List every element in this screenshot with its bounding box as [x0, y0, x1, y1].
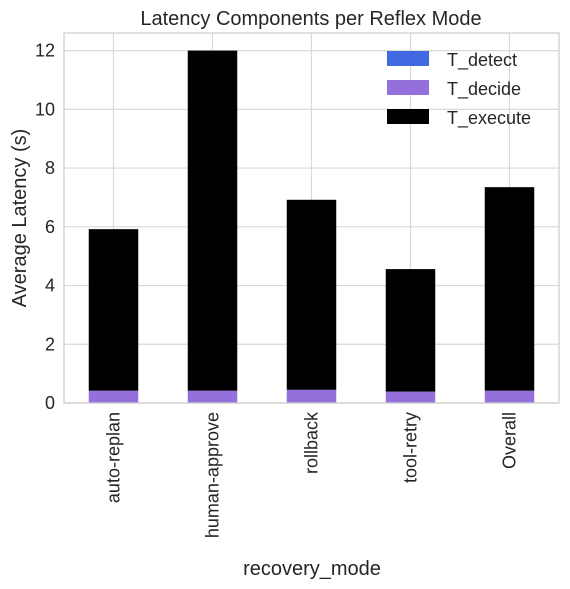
legend-swatch [387, 51, 429, 66]
y-tick-label: 0 [45, 393, 55, 413]
bar-segment [286, 389, 337, 403]
y-tick-label: 4 [45, 276, 55, 296]
bar-segment [187, 50, 238, 391]
legend: T_detect T_decide T_execute [387, 50, 531, 129]
bar-segment [187, 390, 238, 403]
bar-segment [88, 390, 139, 403]
x-tick-label: auto-replan [104, 412, 124, 503]
x-tick-label: rollback [302, 411, 322, 474]
bar-segment [88, 229, 139, 391]
legend-label: T_decide [447, 79, 521, 100]
x-tick-label: human-approve [203, 412, 223, 538]
legend-swatch [387, 109, 429, 124]
chart-title: Latency Components per Reflex Mode [140, 8, 481, 30]
y-tick-label: 10 [35, 99, 55, 119]
y-axis-ticks: 0 2 4 6 8 10 12 [35, 41, 55, 413]
legend-label: T_execute [447, 108, 531, 129]
bar-segment [385, 269, 436, 392]
y-tick-label: 2 [45, 334, 55, 354]
x-axis-ticks: auto-replan human-approve rollback tool-ret… [104, 411, 520, 538]
y-axis-label: Average Latency (s) [9, 129, 31, 308]
bars [88, 50, 535, 403]
x-axis-label: recovery_mode [243, 558, 381, 580]
y-tick-label: 8 [45, 158, 55, 178]
legend-label: T_detect [447, 50, 517, 71]
bar-segment [484, 187, 535, 391]
x-tick-label: Overall [500, 412, 520, 469]
y-tick-label: 6 [45, 217, 55, 237]
y-tick-label: 12 [35, 41, 55, 61]
bar-segment [484, 390, 535, 403]
bar-segment [286, 199, 337, 390]
legend-swatch [387, 80, 429, 95]
x-tick-label: tool-retry [401, 412, 421, 483]
bar-segment [385, 391, 436, 403]
plot-frame [63, 32, 560, 404]
